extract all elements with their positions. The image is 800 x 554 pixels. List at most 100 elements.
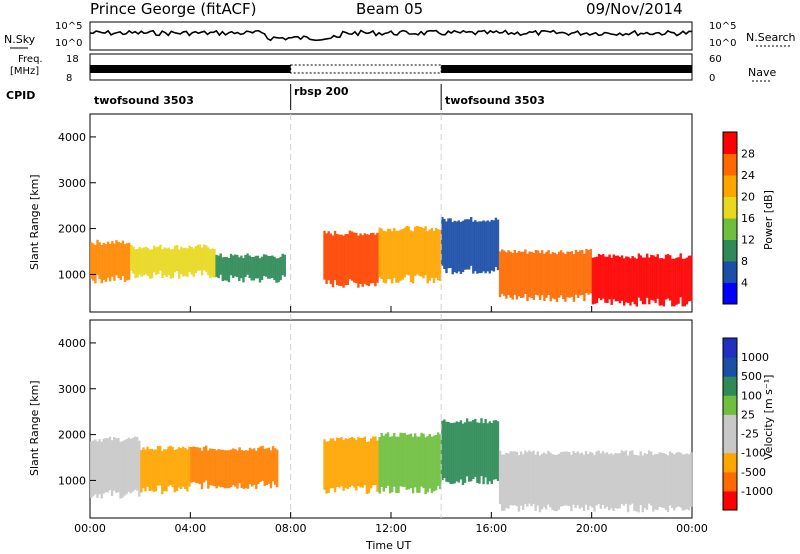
velocity-data <box>90 418 693 513</box>
data-cell <box>549 452 552 508</box>
data-cell <box>597 253 601 299</box>
data-cell <box>455 221 458 274</box>
data-cell <box>476 422 479 483</box>
data-cell <box>92 243 95 281</box>
data-cell <box>100 441 103 499</box>
data-cell <box>370 233 373 284</box>
data-cell <box>478 221 481 274</box>
data-cell <box>595 256 599 303</box>
data-cell <box>209 448 212 486</box>
colorbar-swatch <box>723 175 737 197</box>
data-cell <box>407 434 411 490</box>
data-cell <box>622 451 626 506</box>
data-cell <box>439 229 442 281</box>
data-cell <box>459 221 463 274</box>
data-cell <box>584 451 588 505</box>
data-cell <box>142 447 145 488</box>
data-cell <box>397 230 400 283</box>
data-cell <box>106 438 110 493</box>
data-cell <box>327 231 330 281</box>
data-cell <box>148 249 152 279</box>
x-ticks: 00:00 04:00 08:00 12:00 16:00 20:00 00:00 <box>74 306 708 535</box>
data-cell <box>182 248 185 277</box>
data-cell <box>618 453 621 509</box>
data-cell <box>532 450 535 504</box>
data-cell <box>259 446 262 482</box>
data-cell <box>603 453 607 509</box>
data-cell <box>582 454 586 511</box>
data-cell <box>414 433 417 488</box>
data-cell <box>393 432 396 487</box>
y-tick-label: 3000 <box>58 177 86 190</box>
data-cell <box>457 220 460 272</box>
data-cell <box>503 250 506 296</box>
data-cell <box>150 448 153 491</box>
data-cell <box>202 244 206 271</box>
x-tick-label: 00:00 <box>74 522 106 535</box>
data-cell <box>177 447 181 488</box>
x-tick-label: 08:00 <box>275 522 307 535</box>
data-cell <box>411 436 415 494</box>
data-cell <box>505 452 508 508</box>
data-cell <box>547 250 550 295</box>
data-cell <box>211 248 214 278</box>
data-cell <box>673 258 676 307</box>
y-tick-label: 4000 <box>58 131 86 144</box>
data-cell <box>687 255 691 302</box>
cpid-dash-lines <box>290 114 442 518</box>
data-cell <box>509 451 512 506</box>
data-cell <box>660 452 663 508</box>
power-y-label: Slant Range [km] <box>28 174 41 270</box>
data-cell <box>346 438 349 489</box>
data-cell <box>361 438 364 488</box>
data-cell <box>255 450 258 489</box>
data-cell <box>333 231 337 280</box>
data-cell <box>200 247 204 276</box>
freq-label: Freq. <box>18 54 43 65</box>
data-cell <box>248 447 252 485</box>
data-cell <box>498 251 502 298</box>
data-cell <box>269 255 272 279</box>
data-cell <box>645 454 649 510</box>
data-cell <box>536 451 539 506</box>
data-cell <box>434 435 438 491</box>
data-cell <box>666 455 670 513</box>
data-cell <box>662 258 666 307</box>
velocity-colorbar-label: Velocity [m s⁻¹] <box>762 375 775 460</box>
data-cell <box>207 247 210 276</box>
data-cell <box>361 235 364 287</box>
cpid-segment-0: twofsound 3503 <box>94 94 194 107</box>
data-cell <box>186 449 189 492</box>
data-cell <box>589 249 592 294</box>
data-cell <box>643 453 647 509</box>
data-cell <box>194 246 197 274</box>
data-cell <box>283 254 286 277</box>
data-cell <box>175 449 179 491</box>
data-cell <box>434 227 438 278</box>
data-cell <box>271 446 275 482</box>
data-cell <box>614 453 617 508</box>
data-cell <box>418 436 421 493</box>
data-cell <box>562 252 565 299</box>
data-cell <box>178 249 181 279</box>
data-cell <box>251 449 254 487</box>
data-cell <box>96 441 99 498</box>
colorbar-frame <box>722 131 738 305</box>
data-cell <box>386 432 390 486</box>
data-cell <box>587 249 590 295</box>
data-cell <box>409 230 413 282</box>
colorbar-tick-label: -1000 <box>741 485 773 498</box>
data-cell <box>470 421 473 482</box>
data-cell <box>355 439 358 491</box>
data-cell <box>511 252 514 300</box>
data-cell <box>587 454 590 510</box>
data-cell <box>411 231 415 284</box>
data-cell <box>374 234 377 287</box>
data-cell <box>679 452 682 508</box>
y-tick-label: 2000 <box>58 429 86 442</box>
data-cell <box>534 454 537 511</box>
colorbar-tick-label: -100 <box>741 447 766 460</box>
data-cell <box>380 433 383 487</box>
data-cell <box>633 257 636 305</box>
data-cell <box>150 249 154 279</box>
